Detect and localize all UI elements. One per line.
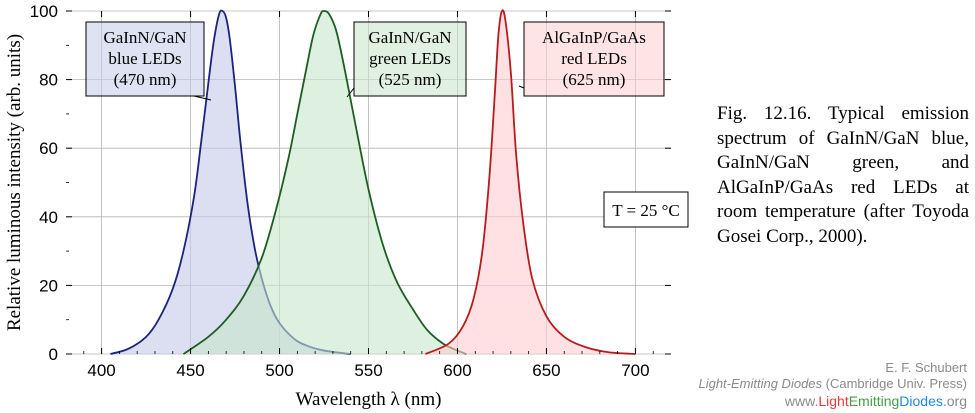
- series-label-pointer: [193, 95, 212, 101]
- series-label-box-0: GaInN/GaN blue LEDs (470 nm): [85, 21, 212, 101]
- series-label-line: GaInN/GaN: [103, 28, 186, 47]
- series-label-pointer: [518, 85, 525, 89]
- series-label-line: AlGaInP/GaAs: [542, 28, 646, 47]
- x-axis-title: Wavelength λ (nm): [296, 389, 442, 410]
- credit-url-prefix: www.: [784, 393, 819, 409]
- series-label-box-1: GaInN/GaN green LEDs (525 nm): [346, 21, 467, 98]
- credit-book: Light-Emitting Diodes (Cambridge Univ. P…: [698, 376, 967, 391]
- x-tick-label: 400: [87, 361, 115, 380]
- tick-marks: [66, 10, 671, 355]
- temperature-label: T = 25 °C: [612, 201, 680, 220]
- series-line-2: [425, 9, 636, 355]
- x-tick-label: 600: [443, 361, 471, 380]
- credit-book-title: Light-Emitting Diodes: [698, 376, 823, 391]
- series-label-line: (625 nm): [563, 70, 626, 89]
- series-label-line: (525 nm): [379, 70, 442, 89]
- x-tick-label: 700: [621, 361, 649, 380]
- series-area-0: [110, 10, 351, 354]
- x-tick-label: 500: [265, 361, 293, 380]
- credit-publisher: (Cambridge Univ. Press): [822, 376, 967, 391]
- series-labels: GaInN/GaN blue LEDs (470 nm) GaInN/GaN green…: [85, 21, 665, 101]
- series-label-line: red LEDs: [561, 49, 627, 68]
- y-axis-title: Relative luminous intensity (arb. units): [4, 34, 25, 331]
- series-label-line: green LEDs: [369, 49, 451, 68]
- credit-website[interactable]: www.LightEmittingDiodes.org: [785, 393, 967, 409]
- y-tick-label: 20: [39, 276, 58, 295]
- credit-url-light: Light: [818, 393, 849, 409]
- y-tick-label: 40: [39, 208, 58, 227]
- y-tick-label: 100: [30, 2, 58, 21]
- series-label-line: (470 nm): [114, 70, 177, 89]
- series-label-frame: [85, 21, 205, 97]
- series-area-1: [183, 10, 467, 354]
- series-layer: [110, 9, 636, 355]
- x-tick-label: 450: [176, 361, 204, 380]
- series-label-box-2: AlGaInP/GaAs red LEDs (625 nm): [518, 21, 665, 97]
- y-tick-label: 80: [39, 71, 58, 90]
- tick-labels: 400 450 500 550 600 650 700 0 20 40 60 80 100: [30, 2, 650, 380]
- series-label-line: blue LEDs: [108, 49, 181, 68]
- x-tick-label: 550: [354, 361, 382, 380]
- figure-caption: Fig. 12.16. Typical emission spectrum of…: [717, 103, 969, 247]
- y-tick-label: 0: [49, 345, 58, 364]
- credit-url-suffix: .org: [942, 393, 967, 409]
- y-tick-label: 60: [39, 139, 58, 158]
- series-area-2: [425, 10, 636, 354]
- credit-url-diodes: Diodes: [899, 393, 943, 409]
- series-label-frame: [523, 21, 665, 97]
- series-label-pointer: [346, 87, 355, 98]
- x-tick-label: 650: [532, 361, 560, 380]
- series-label-line: GaInN/GaN: [368, 28, 451, 47]
- spectrum-chart: 400 450 500 550 600 650 700 0 20 40 60 80 100 Relati…: [4, 2, 689, 410]
- credit-url-emitting: Emitting: [848, 393, 900, 409]
- series-line-1: [182, 10, 467, 355]
- credit-author: E. F. Schubert: [885, 360, 967, 375]
- series-label-frame: [353, 21, 467, 97]
- temperature-box: T = 25 °C: [603, 191, 689, 228]
